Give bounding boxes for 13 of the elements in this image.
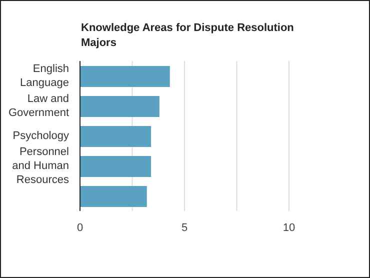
bar <box>80 156 152 177</box>
x-tick-label: 10 <box>282 222 296 234</box>
x-tick-label: 0 <box>76 222 84 234</box>
y-tick-label: English Language <box>20 63 69 89</box>
y-tick-label: Personnel and Human Resources <box>12 146 70 186</box>
bar <box>80 66 170 87</box>
bar <box>80 96 160 117</box>
chart-title: Knowledge Areas for Dispute Resolution Majors <box>81 21 295 51</box>
bar <box>80 126 152 147</box>
x-tick-label: 5 <box>181 222 188 234</box>
y-tick-label: Law and Government <box>8 93 69 119</box>
bar <box>80 186 147 207</box>
y-tick-label: Psychology <box>12 130 70 142</box>
